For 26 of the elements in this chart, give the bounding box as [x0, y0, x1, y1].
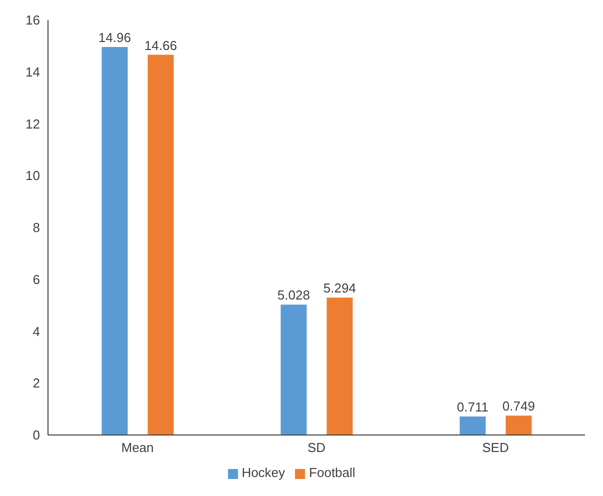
bar [280, 304, 307, 435]
bar [460, 416, 486, 435]
x-tick-label: Mean [121, 440, 154, 456]
y-tick-label: 12 [26, 116, 40, 132]
data-label: 0.711 [456, 400, 488, 415]
x-tick-label: SED [482, 440, 509, 456]
bar [326, 298, 353, 435]
y-tick-label: 8 [32, 220, 40, 236]
bar [506, 416, 532, 435]
y-tick-label: 4 [32, 324, 40, 339]
bar [148, 54, 174, 435]
y-tick-label: 0 [32, 428, 40, 443]
x-tick-label: SD [307, 440, 326, 456]
data-label: 0.749 [502, 398, 535, 414]
data-label: 14.96 [98, 30, 131, 45]
y-tick-label: 2 [32, 376, 40, 391]
legend-label: Football [309, 465, 356, 480]
y-tick-label: 6 [32, 272, 40, 287]
y-tick-label: 16 [26, 12, 40, 28]
y-tick-label: 10 [26, 168, 40, 184]
y-tick-label: 14 [26, 64, 40, 80]
data-label: 5.294 [323, 280, 356, 296]
data-label: 14.66 [144, 38, 177, 53]
bar [102, 46, 128, 435]
data-label: 5.028 [277, 288, 310, 303]
legend-label: Hockey [242, 465, 286, 480]
